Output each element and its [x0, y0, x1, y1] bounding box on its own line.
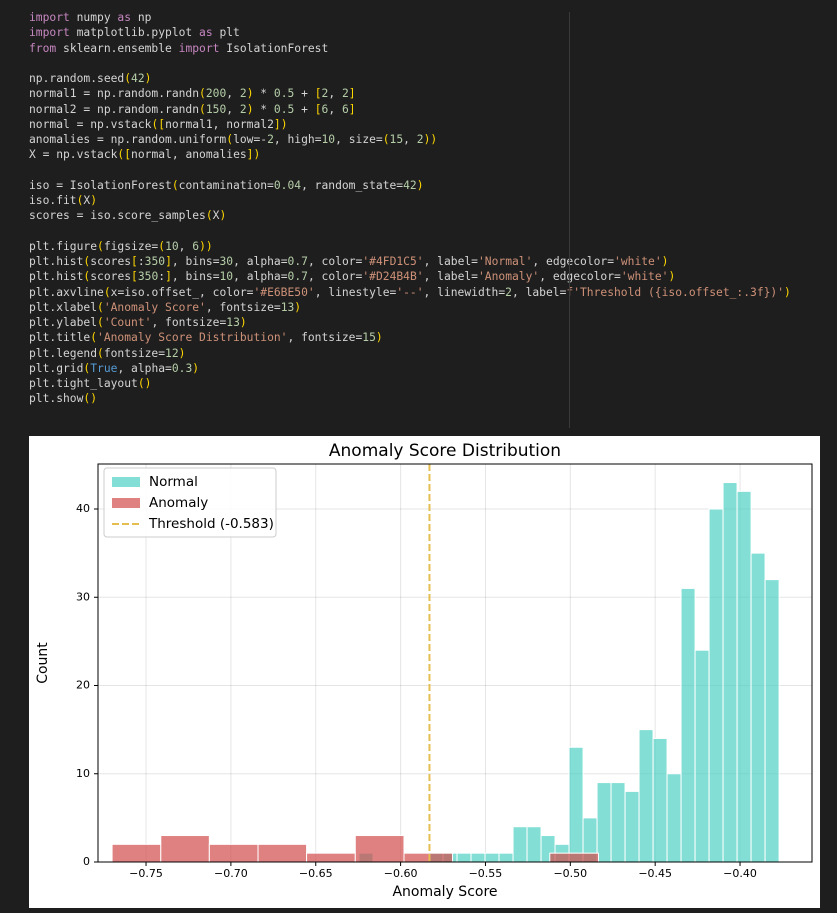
- code-line: plt.tight_layout(): [29, 377, 152, 390]
- x-tick-label: −0.60: [384, 867, 418, 880]
- legend-swatch: [112, 498, 140, 508]
- histogram-bar: [484, 852, 500, 863]
- y-axis-label: Count: [35, 642, 51, 684]
- code-line: plt.axvline(x=iso.offset_, color='#E6BE5…: [29, 285, 791, 299]
- histogram-bar: [512, 826, 528, 863]
- code-line: plt.xlabel('Anomaly Score', fontsize=13): [29, 300, 302, 314]
- x-tick-label: −0.40: [723, 867, 757, 880]
- histogram-bar: [694, 649, 710, 863]
- code-line: import numpy as np: [29, 11, 152, 24]
- histogram-bar: [549, 852, 599, 863]
- code-line: X = np.vstack([normal, anomalies]): [29, 148, 261, 162]
- code-line: anomalies = np.random.uniform(low=-2, hi…: [29, 133, 438, 146]
- histogram-bar: [624, 790, 640, 863]
- histogram-bar: [722, 482, 738, 863]
- x-tick-label: −0.75: [129, 867, 163, 880]
- histogram-bar: [160, 835, 210, 863]
- histogram-bar: [652, 737, 668, 863]
- code-line: normal2 = np.random.randn(150, 2) * 0.5 …: [29, 102, 356, 116]
- x-tick-label: −0.65: [299, 867, 333, 880]
- histogram-bar: [257, 843, 308, 863]
- y-tick-label: 40: [76, 502, 90, 515]
- histogram-bar: [596, 782, 612, 863]
- histogram-bar: [498, 852, 514, 863]
- legend-swatch: [112, 477, 140, 487]
- code-cell: import numpy as np import matplotlib.pypl…: [29, 10, 791, 407]
- code-line: normal = np.vstack([normal1, normal2]): [29, 117, 288, 131]
- code-line: plt.show(): [29, 392, 98, 406]
- code-line: np.random.seed(42): [29, 72, 152, 85]
- chart-title: Anomaly Score Distribution: [329, 441, 561, 461]
- y-tick-label: 20: [76, 679, 90, 692]
- code-line: plt.figure(figsize=(10, 6)): [29, 239, 213, 253]
- histogram-bar: [526, 826, 542, 863]
- histogram-bar: [354, 835, 405, 863]
- histogram-bar: [610, 782, 626, 863]
- y-tick-label: 0: [83, 855, 90, 868]
- code-line: plt.hist(scores[:350], bins=30, alpha=0.…: [29, 255, 669, 268]
- histogram-bar: [568, 746, 584, 863]
- x-tick-label: −0.55: [469, 867, 503, 880]
- code-line: plt.hist(scores[350:], bins=10, alpha=0.…: [29, 270, 676, 284]
- code-line: plt.title('Anomaly Score Distribution', …: [29, 331, 383, 345]
- histogram-bar: [306, 852, 356, 863]
- x-tick-label: −0.45: [638, 867, 672, 880]
- histogram-bar: [638, 729, 654, 863]
- histogram-bar: [470, 852, 486, 863]
- histogram-bar: [680, 587, 696, 863]
- histogram-bar: [456, 852, 472, 863]
- histogram-bar: [666, 773, 682, 863]
- histogram-bar: [403, 852, 454, 863]
- y-tick-label: 10: [76, 767, 90, 780]
- histogram-bar: [111, 843, 162, 863]
- legend-box: [103, 467, 277, 538]
- code-line: plt.grid(True, alpha=0.3): [29, 361, 200, 375]
- y-tick-label: 30: [76, 590, 90, 603]
- axes-frame: [97, 463, 813, 863]
- x-tick-label: −0.50: [553, 867, 587, 880]
- legend-label: Threshold (-0.583): [148, 516, 274, 532]
- cell-divider: [569, 12, 570, 428]
- code-line: normal1 = np.random.randn(200, 2) * 0.5 …: [29, 87, 356, 101]
- code-line: from sklearn.ensemble import IsolationFo…: [29, 41, 329, 55]
- legend-label: Anomaly: [149, 495, 208, 511]
- histogram-bar: [736, 490, 752, 863]
- histogram-bar: [208, 843, 259, 863]
- code-line: scores = iso.score_samples(X): [29, 209, 227, 223]
- code-line: plt.ylabel('Count', fontsize=13): [29, 316, 247, 329]
- legend-label: Normal: [149, 474, 198, 490]
- histogram-bar: [708, 508, 724, 863]
- x-axis-label: Anomaly Score: [392, 884, 497, 900]
- code-line: plt.legend(fontsize=12): [29, 346, 186, 360]
- code-line: iso.fit(X): [29, 194, 98, 207]
- histogram-bar: [764, 579, 780, 863]
- code-line: iso = IsolationForest(contamination=0.04…: [29, 178, 424, 192]
- code-line: import matplotlib.pyplot as plt: [29, 26, 240, 40]
- x-tick-label: −0.70: [214, 867, 248, 880]
- histogram-bar: [750, 552, 766, 863]
